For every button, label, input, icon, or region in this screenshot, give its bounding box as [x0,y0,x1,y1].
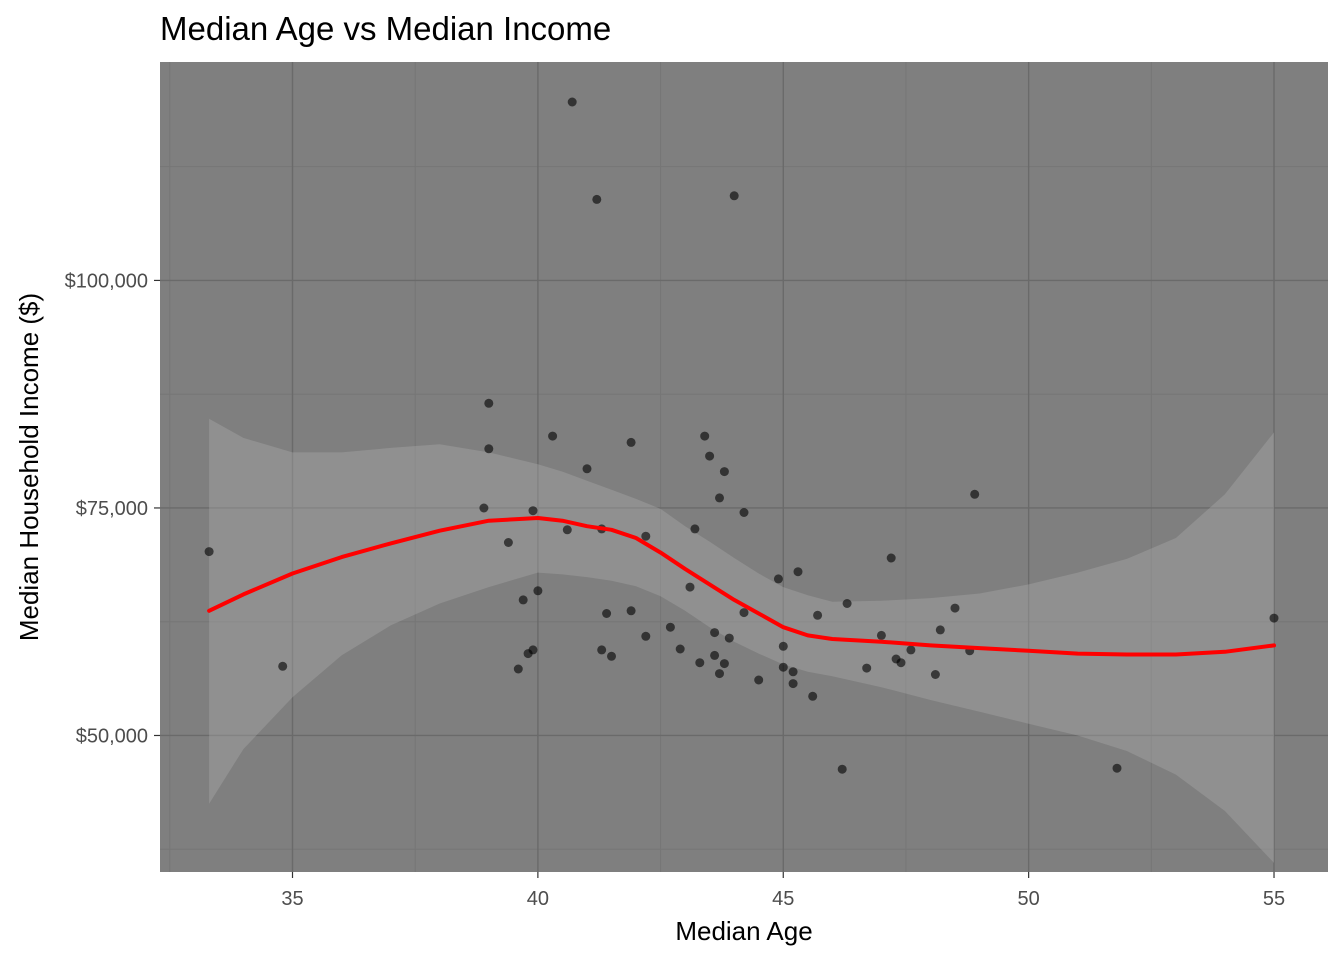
y-tick-label: $75,000 [76,498,148,520]
data-point [665,622,675,632]
data-point [503,538,513,547]
data-point [935,625,945,635]
x-axis-ticks: 35 40 45 50 55 [281,872,1285,910]
data-point [724,633,734,643]
x-tick-label: 50 [1018,888,1040,910]
data-point [484,444,494,454]
data-point [548,431,558,441]
data-point [641,631,651,641]
data-point [808,691,818,701]
data-point [715,493,724,503]
data-point [513,664,523,674]
data-point [842,599,852,608]
data-point [754,675,764,685]
data-point [1112,763,1122,773]
data-point [950,603,960,613]
data-point [788,667,798,677]
data-point [607,651,616,661]
data-point [930,670,940,679]
data-point [739,608,749,618]
minor-gridlines [160,62,1328,872]
data-point [528,506,538,516]
data-point [778,662,788,672]
data-point [528,645,538,655]
data-point [739,508,749,517]
data-point [970,489,980,499]
data-point [518,595,528,605]
data-point [582,464,592,474]
data-point [690,524,700,534]
x-tick-label: 45 [772,888,794,910]
data-point [788,679,798,689]
y-tick-label: $100,000 [65,270,148,292]
data-point [719,659,729,669]
data-point [562,525,572,535]
x-tick-label: 40 [527,888,549,910]
data-point [1269,613,1279,623]
data-point [886,553,896,563]
x-tick-label: 35 [281,888,303,910]
data-point [675,644,685,654]
smooth-trend-line [207,516,1276,657]
data-point [204,547,214,557]
data-point [700,431,710,441]
y-axis-ticks: $50,000 $75,000 $100,000 [65,270,160,747]
plot-panel [160,62,1328,872]
data-point [906,645,916,655]
data-point [876,630,886,640]
data-point [685,582,695,592]
data-point [479,503,489,513]
data-point [278,661,288,671]
data-point [567,97,577,107]
data-point [705,451,715,461]
x-axis-title: Median Age [675,916,812,946]
data-point [484,398,494,408]
confidence-band [209,418,1275,863]
data-point [719,467,729,477]
y-axis-title: Median Household Income ($) [14,293,44,641]
data-point [695,658,705,668]
data-point [533,586,543,596]
data-point [773,574,783,584]
data-point [862,663,872,673]
y-tick-label: $50,000 [76,725,148,747]
data-points [204,97,1279,774]
chart-title: Median Age vs Median Income [160,10,612,47]
data-point [813,610,823,620]
data-point [896,658,906,668]
data-point [592,194,602,204]
data-point [710,628,720,638]
data-point [837,764,847,774]
data-point [793,567,803,577]
data-point [626,606,636,616]
major-gridlines [160,62,1328,872]
data-point [641,531,651,541]
data-point [597,645,607,655]
data-point [626,437,636,447]
data-point [778,641,788,651]
data-point [729,191,739,201]
data-point [602,609,612,618]
x-tick-label: 55 [1263,888,1285,910]
data-point [710,650,720,660]
data-point [715,669,724,679]
